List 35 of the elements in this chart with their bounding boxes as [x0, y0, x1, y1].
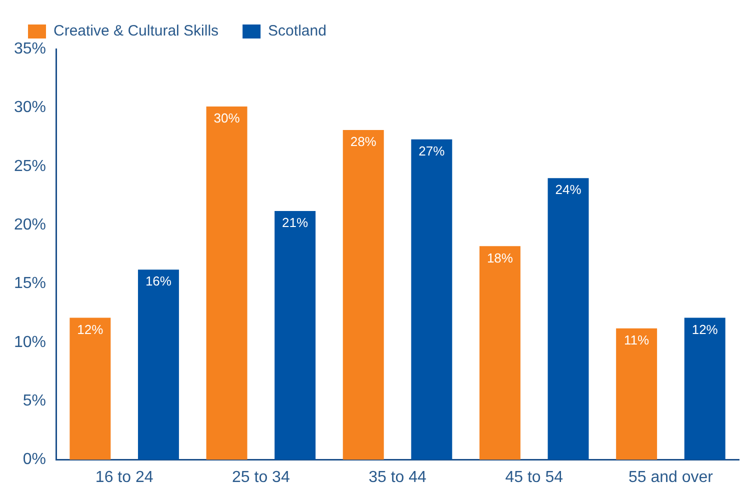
bar	[548, 178, 589, 460]
y-tick-label: 0%	[22, 451, 46, 468]
data-label: 12%	[692, 322, 718, 337]
data-label: 21%	[282, 215, 309, 230]
data-label: 27%	[418, 143, 446, 158]
data-label: 16%	[145, 274, 172, 289]
bar	[684, 318, 726, 460]
x-tick-label: 35 to 44	[368, 468, 427, 486]
y-tick-label: 20%	[14, 216, 46, 234]
data-label: 12%	[77, 322, 104, 337]
x-tick-label: 16 to 24	[95, 468, 154, 486]
legend-label: Scotland	[268, 22, 326, 40]
bar	[342, 130, 384, 460]
x-tick-label: 55 and over	[628, 468, 714, 486]
y-tick-label: 25%	[14, 158, 46, 175]
y-tick-label: 35%	[14, 40, 46, 58]
bar	[138, 270, 179, 460]
legend-label: Creative & Cultural Skills	[54, 22, 219, 40]
data-label: 18%	[486, 250, 514, 266]
x-tick-label: 25 to 34	[232, 468, 290, 486]
y-tick-label: 10%	[14, 334, 46, 351]
bar	[411, 139, 452, 460]
bar	[70, 318, 111, 460]
bar	[616, 328, 658, 460]
y-tick-label: 5%	[22, 392, 46, 410]
x-tick-label: 45 to 54	[505, 468, 564, 486]
data-label: 30%	[214, 110, 240, 126]
bar	[206, 106, 248, 460]
bar	[274, 210, 316, 460]
data-label: 28%	[350, 134, 377, 150]
y-tick-label: 15%	[14, 275, 46, 292]
data-label: 11%	[624, 332, 650, 348]
y-tick-label: 30%	[14, 99, 46, 116]
bar	[479, 246, 520, 460]
data-label: 24%	[555, 182, 582, 198]
